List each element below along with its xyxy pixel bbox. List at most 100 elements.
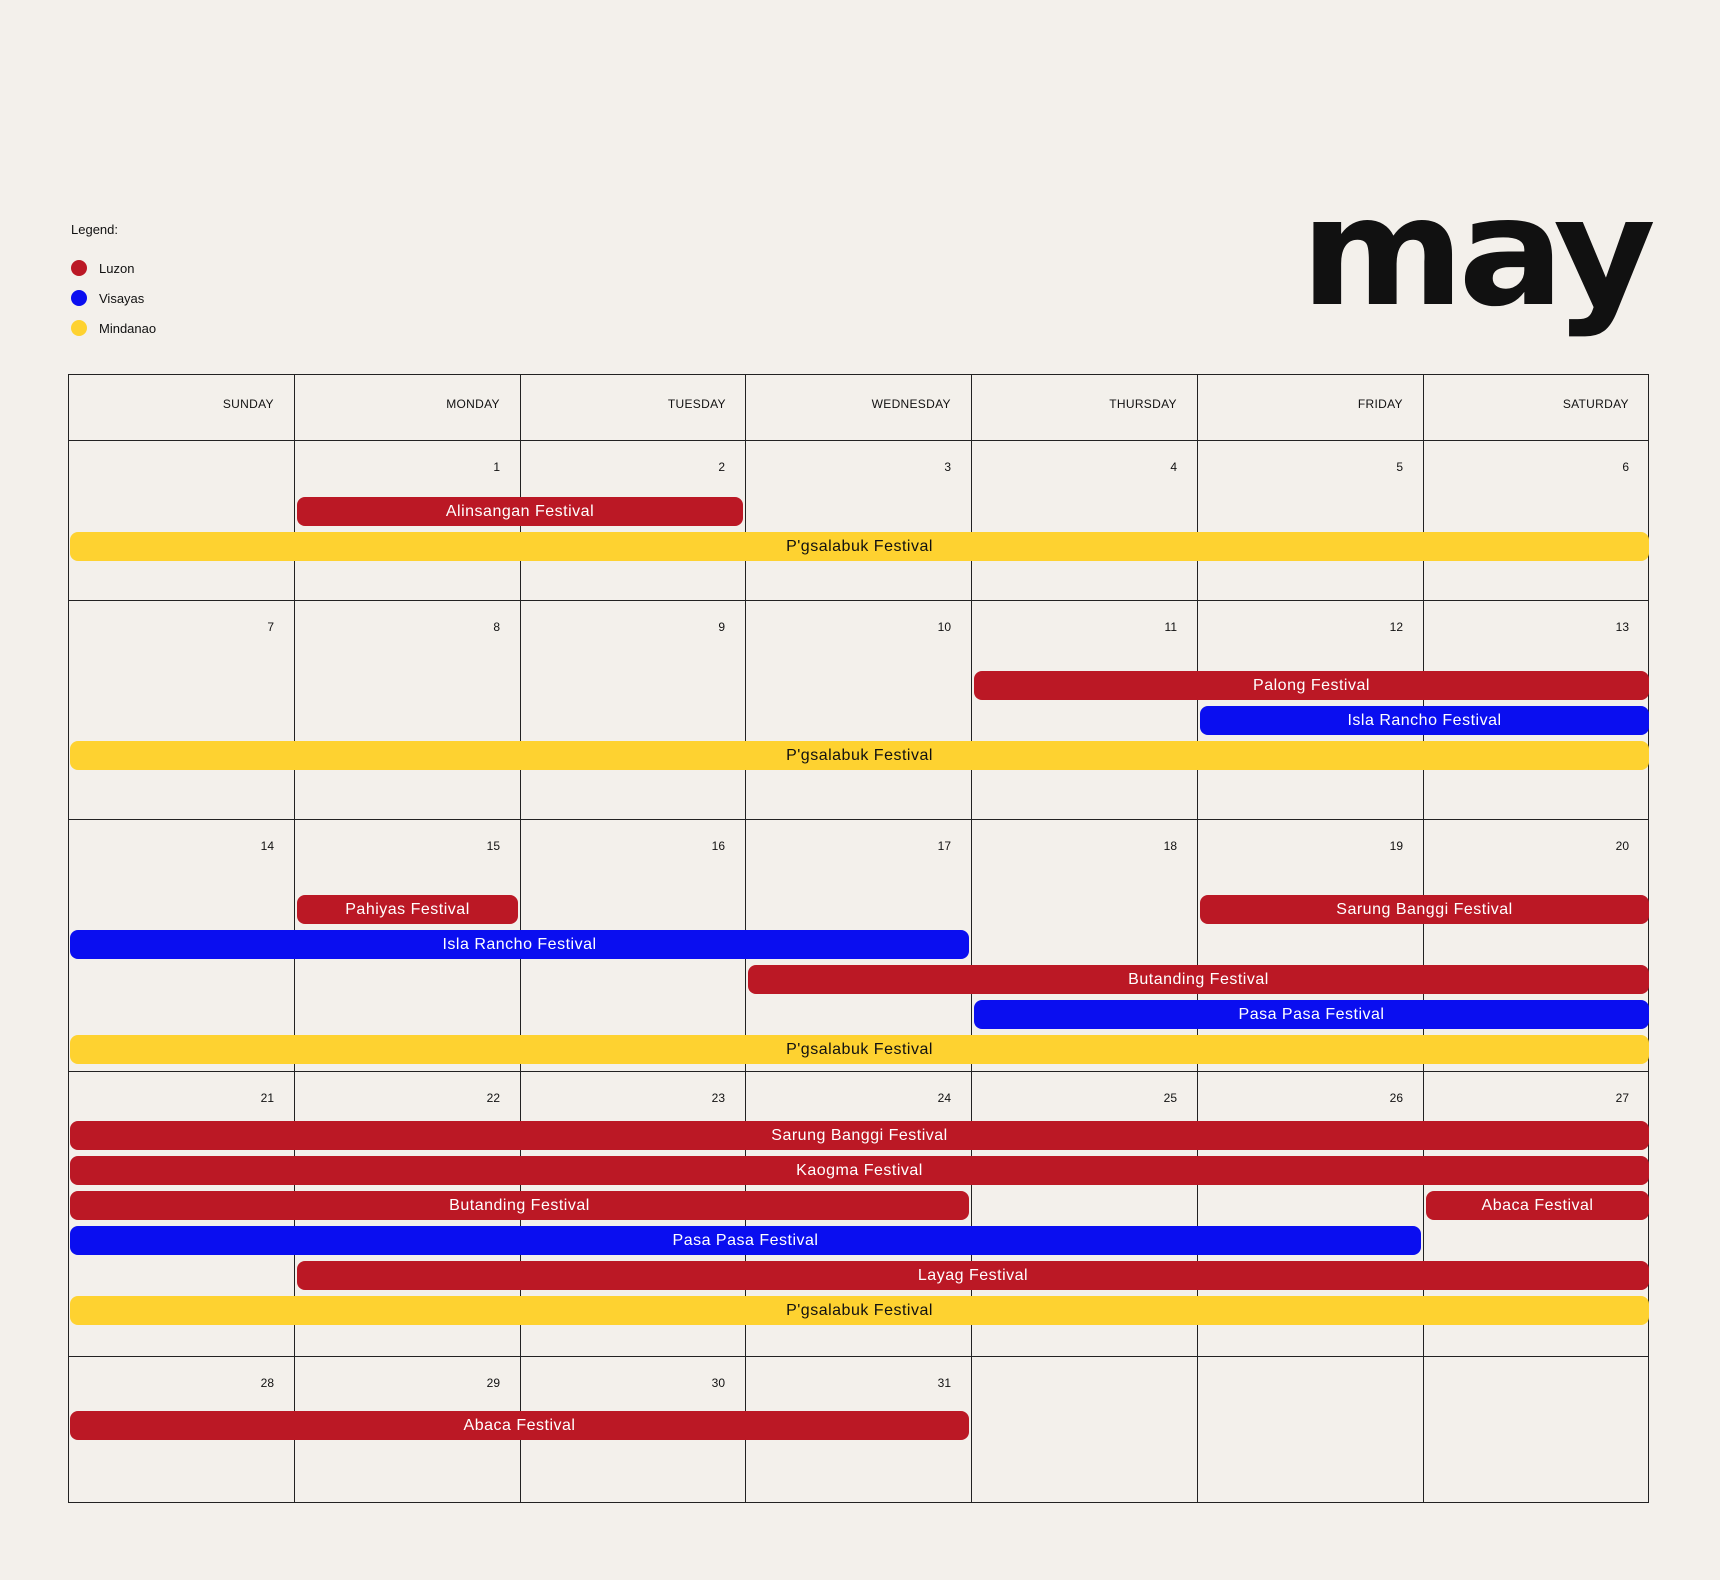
event-bar-luzon[interactable]: Layag Festival xyxy=(297,1261,1649,1290)
grid-hline xyxy=(68,819,1649,820)
event-bar-visayas[interactable]: Isla Rancho Festival xyxy=(70,930,969,959)
mindanao-dot-icon xyxy=(71,320,87,336)
event-label: Pasa Pasa Festival xyxy=(672,1231,819,1249)
day-number: 29 xyxy=(486,1376,500,1390)
day-header-tuesday: TUESDAY xyxy=(667,397,726,411)
event-bar-luzon[interactable]: Pahiyas Festival xyxy=(297,895,518,924)
day-number: 7 xyxy=(267,620,274,634)
grid-vline xyxy=(1648,374,1649,1503)
day-number: 8 xyxy=(493,620,500,634)
event-label: P'gsalabuk Festival xyxy=(786,1040,933,1058)
grid-hline xyxy=(68,440,1649,441)
day-number: 30 xyxy=(711,1376,725,1390)
day-number: 5 xyxy=(1396,460,1403,474)
day-number: 12 xyxy=(1389,620,1403,634)
event-bar-visayas[interactable]: Isla Rancho Festival xyxy=(1200,706,1649,735)
day-number: 6 xyxy=(1622,460,1629,474)
day-header-friday: FRIDAY xyxy=(1357,397,1403,411)
event-label: Abaca Festival xyxy=(1481,1196,1594,1214)
legend-item-mindanao: Mindanao xyxy=(71,313,156,343)
event-label: P'gsalabuk Festival xyxy=(786,537,933,555)
day-number: 18 xyxy=(1163,839,1177,853)
event-label: Butanding Festival xyxy=(1128,970,1269,988)
day-header-sunday: SUNDAY xyxy=(222,397,274,411)
day-number: 13 xyxy=(1615,620,1629,634)
day-number: 1 xyxy=(493,460,500,474)
event-label: Isla Rancho Festival xyxy=(442,935,597,953)
grid-hline xyxy=(68,600,1649,601)
event-label: Isla Rancho Festival xyxy=(1347,711,1502,729)
event-bar-luzon[interactable]: Alinsangan Festival xyxy=(297,497,743,526)
day-number: 15 xyxy=(486,839,500,853)
event-label: Sarung Banggi Festival xyxy=(1336,900,1513,918)
day-number: 11 xyxy=(1164,620,1177,634)
grid-vline xyxy=(1197,374,1198,1503)
grid-hline xyxy=(68,374,1649,375)
event-bar-mindanao[interactable]: P'gsalabuk Festival xyxy=(70,532,1649,561)
day-number: 24 xyxy=(937,1091,951,1105)
event-bar-visayas[interactable]: Pasa Pasa Festival xyxy=(974,1000,1649,1029)
legend: Legend: Luzon Visayas Mindanao xyxy=(71,222,156,343)
event-bar-luzon[interactable]: Sarung Banggi Festival xyxy=(70,1121,1649,1150)
event-label: Layag Festival xyxy=(917,1266,1029,1284)
day-header-monday: MONDAY xyxy=(446,397,500,411)
day-number: 28 xyxy=(260,1376,274,1390)
event-label: Pasa Pasa Festival xyxy=(1238,1005,1385,1023)
day-number: 10 xyxy=(937,620,951,634)
event-bar-luzon[interactable]: Abaca Festival xyxy=(1426,1191,1649,1220)
event-bar-mindanao[interactable]: P'gsalabuk Festival xyxy=(70,1035,1649,1064)
event-bar-luzon[interactable]: Kaogma Festival xyxy=(70,1156,1649,1185)
day-number: 25 xyxy=(1163,1091,1177,1105)
grid-vline xyxy=(1423,374,1424,1503)
event-bar-luzon[interactable]: Butanding Festival xyxy=(748,965,1649,994)
event-bar-luzon[interactable]: Abaca Festival xyxy=(70,1411,969,1440)
day-number: 20 xyxy=(1615,839,1629,853)
event-bar-mindanao[interactable]: P'gsalabuk Festival xyxy=(70,1296,1649,1325)
legend-label-visayas: Visayas xyxy=(99,290,145,306)
event-label: P'gsalabuk Festival xyxy=(786,1301,933,1319)
day-number: 9 xyxy=(718,620,725,634)
grid-hline xyxy=(68,1071,1649,1072)
day-number: 2 xyxy=(718,460,725,474)
event-bar-visayas[interactable]: Pasa Pasa Festival xyxy=(70,1226,1421,1255)
legend-label-mindanao: Mindanao xyxy=(99,320,157,336)
event-label: Kaogma Festival xyxy=(796,1161,923,1179)
day-number: 17 xyxy=(937,839,951,853)
day-number: 22 xyxy=(486,1091,500,1105)
event-bar-luzon[interactable]: Palong Festival xyxy=(974,671,1649,700)
day-number: 26 xyxy=(1389,1091,1403,1105)
day-number: 27 xyxy=(1615,1091,1629,1105)
calendar-grid: SUNDAY MONDAY TUESDAY WEDNESDAY THURSDAY FRID… xyxy=(68,374,1649,1503)
day-number: 4 xyxy=(1170,460,1177,474)
event-label: Butanding Festival xyxy=(449,1196,590,1214)
day-number: 23 xyxy=(711,1091,725,1105)
legend-item-luzon: Luzon xyxy=(71,253,156,283)
event-label: Pahiyas Festival xyxy=(345,900,470,918)
event-label: P'gsalabuk Festival xyxy=(786,746,933,764)
legend-item-visayas: Visayas xyxy=(71,283,156,313)
day-number: 16 xyxy=(711,839,725,853)
event-label: Palong Festival xyxy=(1253,676,1370,694)
event-bar-luzon[interactable]: Sarung Banggi Festival xyxy=(1200,895,1649,924)
event-bar-luzon[interactable]: Butanding Festival xyxy=(70,1191,969,1220)
visayas-dot-icon xyxy=(71,290,87,306)
event-bar-mindanao[interactable]: P'gsalabuk Festival xyxy=(70,741,1649,770)
day-header-wednesday: WEDNESDAY xyxy=(871,397,951,411)
day-number: 14 xyxy=(260,839,274,853)
luzon-dot-icon xyxy=(71,260,87,276)
event-label: Sarung Banggi Festival xyxy=(771,1126,948,1144)
day-number: 31 xyxy=(937,1376,951,1390)
event-label: Alinsangan Festival xyxy=(445,502,595,520)
legend-title: Legend: xyxy=(71,222,118,237)
day-number: 21 xyxy=(260,1091,274,1105)
month-title: may xyxy=(1300,166,1657,340)
event-label: Abaca Festival xyxy=(463,1416,576,1434)
legend-label-luzon: Luzon xyxy=(99,260,135,276)
day-number: 3 xyxy=(944,460,951,474)
day-number: 19 xyxy=(1389,839,1403,853)
grid-vline xyxy=(971,374,972,1503)
grid-hline xyxy=(68,1356,1649,1357)
grid-vline xyxy=(68,374,69,1503)
grid-hline xyxy=(68,1502,1649,1503)
day-header-saturday: SATURDAY xyxy=(1562,397,1629,411)
